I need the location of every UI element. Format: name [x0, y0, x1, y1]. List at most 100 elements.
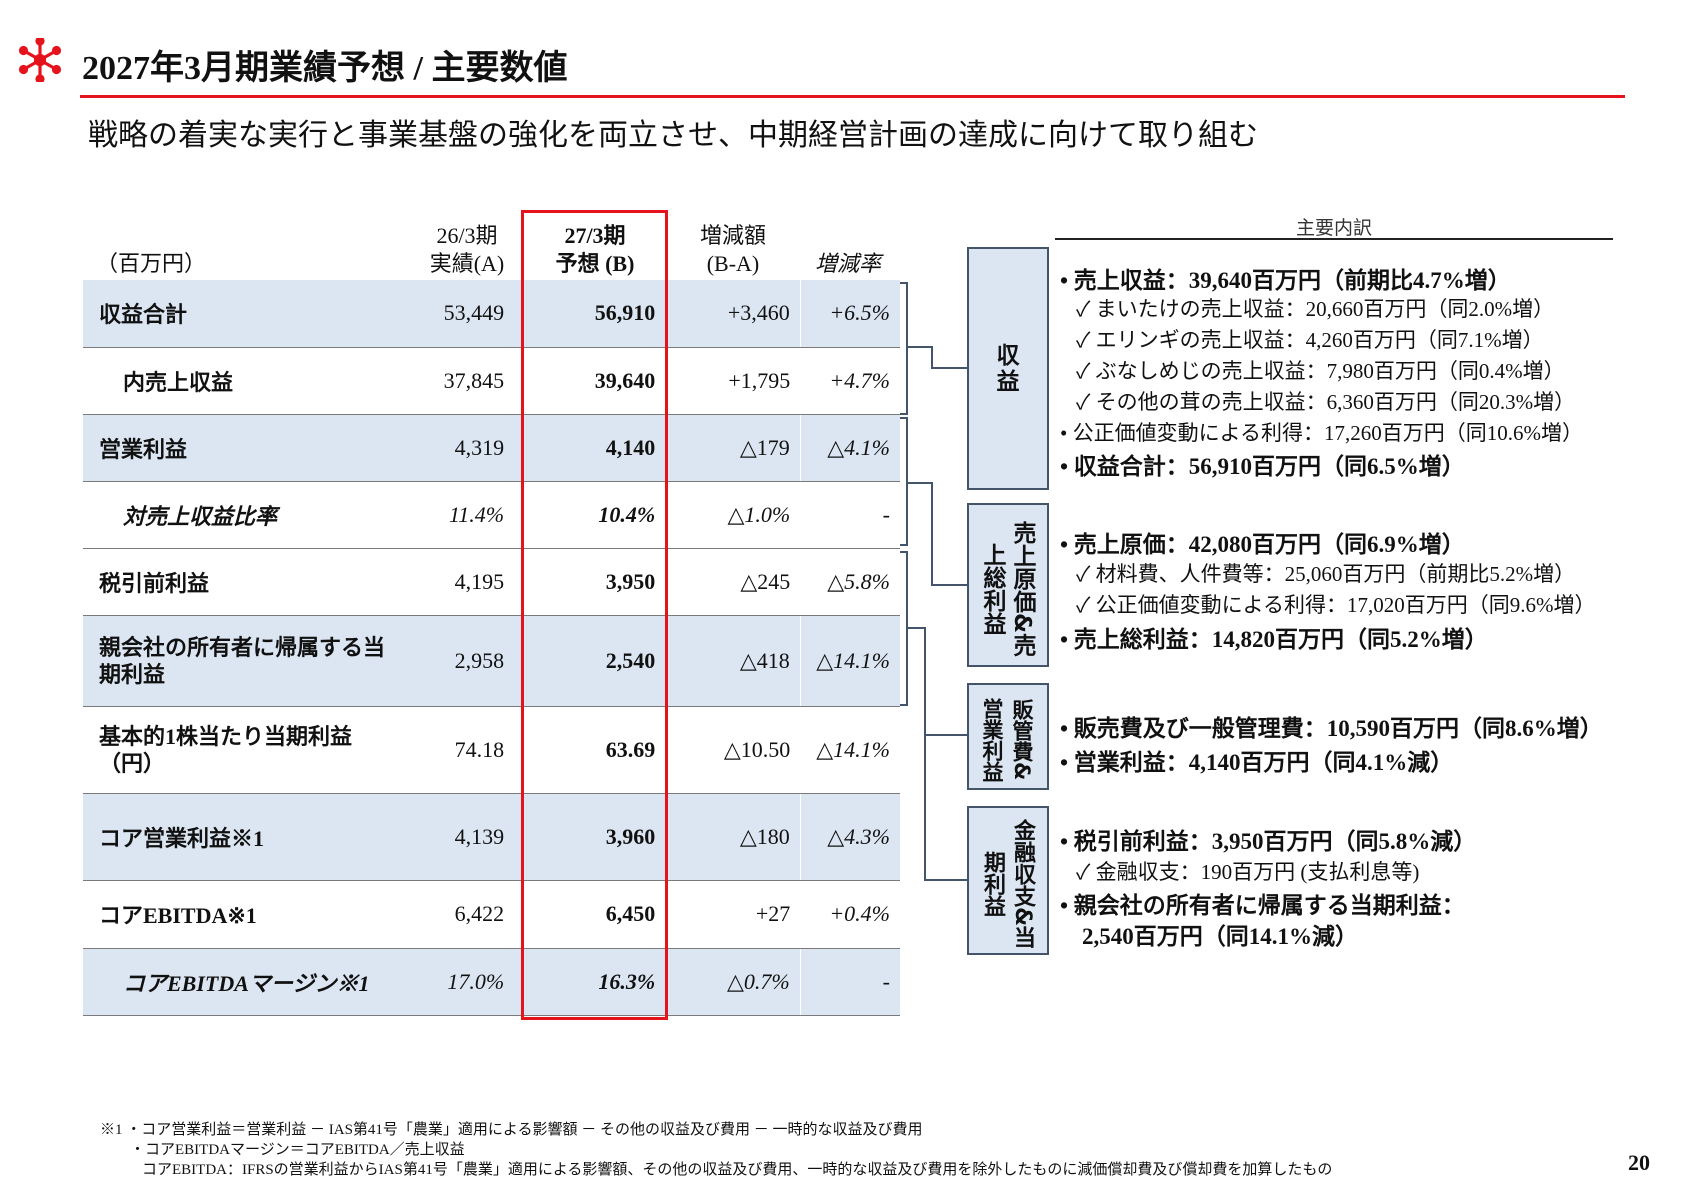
value-actual: 4,139	[395, 793, 515, 881]
value-forecast: 16.3%	[514, 948, 666, 1016]
breakdown-line: ✓ その他の茸の売上収益：6,360百万円（同20.3%増）	[1076, 390, 1576, 414]
breakdown-line: • 売上総利益：14,820百万円（同5.2%増）	[1060, 627, 1488, 652]
value-rate: △4.1%	[799, 414, 900, 482]
breakdown-line: • 売上原価：42,080百万円（同6.9%増）	[1060, 532, 1465, 557]
breakdown-line: 2,540百万円（同14.1%減）	[1082, 924, 1358, 949]
table-row: 親会社の所有者に帰属する当期利益 2,958 2,540 △418 △14.1%	[83, 615, 900, 707]
value-change: +3,460	[665, 280, 801, 348]
value-change: △179	[665, 414, 801, 482]
table-row: 対売上収益比率 11.4% 10.4% △1.0% -	[83, 481, 900, 549]
value-forecast: 56,910	[514, 280, 666, 348]
row-label: 親会社の所有者に帰属する当期利益	[83, 615, 396, 707]
row-label: 営業利益	[83, 414, 396, 482]
value-rate: -	[800, 481, 900, 549]
row-label: コアEBITDAマージン※1	[83, 948, 396, 1016]
value-actual: 37,845	[395, 347, 515, 415]
table-row: 営業利益 4,319 4,140 △179 △4.1%	[83, 414, 900, 482]
breakdown-line: ✓ 金融収支：190百万円 (支払利息等)	[1076, 860, 1420, 884]
breakdown-line: • 公正価値変動による利得：17,260百万円（同10.6%増）	[1060, 421, 1583, 445]
table-row: コア営業利益※1 4,139 3,960 △180 △4.3%	[83, 793, 900, 881]
breakdown-line: ✓ まいたけの売上収益：20,660百万円（同2.0%増）	[1076, 297, 1555, 321]
category-box-net-profit: 金融収支&当期利益	[967, 806, 1049, 955]
category-box-gross-profit: 売上原価&売上総利益	[967, 503, 1049, 667]
value-forecast: 63.69	[514, 706, 666, 794]
value-change: △10.50	[665, 706, 801, 794]
footnote: ※1 ・コア営業利益＝営業利益 － IAS第41号「農業」適用による影響額 － …	[100, 1122, 923, 1138]
category-label: 金融収支&当期利益	[980, 819, 1035, 949]
breakdown-line: ✓ 材料費、人件費等：25,060百万円（前期比5.2%増）	[1076, 562, 1576, 586]
value-actual: 11.4%	[395, 481, 515, 549]
table-row: コアEBITDAマージン※1 17.0% 16.3% △0.7% -	[83, 948, 900, 1016]
row-label: 内売上収益	[83, 347, 396, 415]
value-actual: 6,422	[395, 880, 515, 949]
value-actual: 2,958	[395, 615, 515, 707]
value-forecast: 3,950	[514, 548, 666, 616]
value-change: △1.0%	[665, 481, 801, 549]
value-change: +1,795	[665, 347, 801, 415]
value-rate: △5.8%	[800, 548, 900, 616]
title-divider	[80, 95, 1625, 98]
value-rate: -	[799, 948, 900, 1016]
value-forecast: 2,540	[514, 615, 666, 707]
value-change: △418	[665, 615, 801, 707]
breakdown-line: • 売上収益：39,640百万円（前期比4.7%増）	[1060, 268, 1511, 293]
category-box-operating-profit: 販管費&営業利益	[967, 683, 1049, 790]
value-change: +27	[665, 880, 801, 949]
breakdown-line: • 親会社の所有者に帰属する当期利益：	[1060, 893, 1465, 918]
value-actual: 17.0%	[395, 948, 515, 1016]
unit-label: （百万円）	[96, 251, 207, 276]
value-rate: △14.1%	[799, 615, 900, 707]
value-actual: 4,319	[395, 414, 515, 482]
value-forecast: 6,450	[514, 880, 666, 949]
financial-table: 収益合計 53,449 56,910 +3,460 +6.5% 内売上収益 37…	[83, 280, 900, 1016]
table-row: 内売上収益 37,845 39,640 +1,795 +4.7%	[83, 347, 900, 415]
breakdown-line: • 営業利益：4,140百万円（同4.1%減）	[1060, 750, 1454, 775]
table-row: 基本的1株当たり当期利益（円） 74.18 63.69 △10.50 △14.1…	[83, 706, 900, 794]
snowflake-logo-icon	[18, 38, 62, 82]
page-number: 20	[1628, 1150, 1650, 1175]
row-label: 収益合計	[83, 280, 396, 348]
value-forecast: 3,960	[514, 793, 666, 881]
table-row: 収益合計 53,449 56,910 +3,460 +6.5%	[83, 280, 900, 348]
col-head-rate: 増減率	[814, 251, 881, 276]
page-subtitle: 戦略の着実な実行と事業基盤の強化を両立させ、中期経営計画の達成に向けて取り組む	[88, 119, 1258, 152]
value-rate: △14.1%	[800, 706, 900, 794]
value-rate: +6.5%	[799, 280, 900, 348]
value-actual: 74.18	[395, 706, 515, 794]
breakdown-line: • 税引前利益：3,950百万円（同5.8%減）	[1060, 829, 1477, 854]
footnote: ・コアEBITDAマージン＝コアEBITDA／売上収益	[130, 1142, 465, 1158]
category-label: 収益	[996, 343, 1020, 395]
breakdown-line: ✓ ぶなしめじの売上収益：7,980百万円（同0.4%増）	[1076, 359, 1565, 383]
row-label: 対売上収益比率	[83, 481, 396, 549]
table-row: コアEBITDA※1 6,422 6,450 +27 +0.4%	[83, 880, 900, 949]
breakdown-line: ✓ 公正価値変動による利得：17,020百万円（同9.6%増）	[1076, 593, 1596, 617]
category-label: 売上原価&売上総利益	[979, 521, 1035, 657]
value-rate: +0.4%	[800, 880, 900, 949]
breakdown-line: • 販売費及び一般管理費：10,590百万円（同8.6%増）	[1060, 716, 1603, 741]
table-row: 税引前利益 4,195 3,950 △245 △5.8%	[83, 548, 900, 616]
value-rate: △4.3%	[799, 793, 900, 881]
value-actual: 53,449	[395, 280, 515, 348]
col-head-forecast: 27/3期 予想 (B)	[555, 223, 635, 276]
row-label: 基本的1株当たり当期利益（円）	[83, 706, 396, 794]
value-forecast: 4,140	[514, 414, 666, 482]
page-title: 2027年3月期業績予想 / 主要数値	[82, 50, 568, 87]
breakdown-line: ✓ エリンギの売上収益：4,260百万円（同7.1%増）	[1076, 328, 1544, 352]
breakdown-divider	[1055, 238, 1613, 240]
value-actual: 4,195	[395, 548, 515, 616]
footnote: コアEBITDA：IFRSの営業利益からIAS第41号「農業」適用による影響額、…	[142, 1162, 1333, 1178]
value-change: △180	[665, 793, 801, 881]
value-forecast: 10.4%	[514, 481, 666, 549]
value-change: △245	[665, 548, 801, 616]
row-label: コア営業利益※1	[83, 793, 396, 881]
value-rate: +4.7%	[800, 347, 900, 415]
col-head-change: 増減額 (B-A)	[699, 223, 766, 276]
col-head-actual: 26/3期 実績(A)	[429, 223, 505, 276]
breakdown-heading: 主要内訳	[1295, 217, 1372, 239]
category-box-revenue: 収益	[967, 247, 1049, 490]
category-label: 販管費&営業利益	[980, 698, 1034, 782]
breakdown-line: • 収益合計：56,910百万円（同6.5%増）	[1060, 454, 1465, 479]
value-change: △0.7%	[665, 948, 801, 1016]
value-forecast: 39,640	[514, 347, 666, 415]
row-label: コアEBITDA※1	[83, 880, 396, 949]
